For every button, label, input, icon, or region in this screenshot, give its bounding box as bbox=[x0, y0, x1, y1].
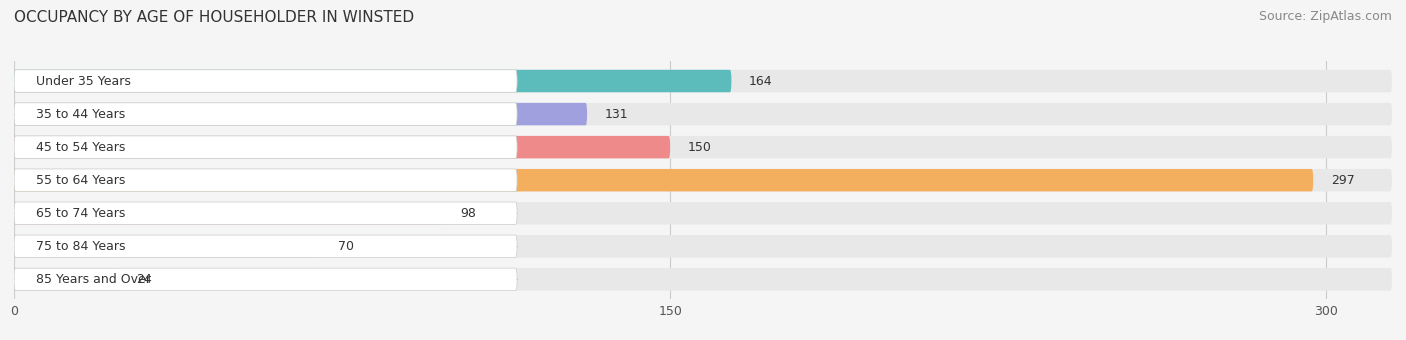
Text: 35 to 44 Years: 35 to 44 Years bbox=[37, 107, 125, 121]
Text: 164: 164 bbox=[749, 74, 772, 87]
Text: 98: 98 bbox=[460, 207, 477, 220]
FancyBboxPatch shape bbox=[14, 268, 120, 291]
FancyBboxPatch shape bbox=[14, 202, 517, 224]
Text: 75 to 84 Years: 75 to 84 Years bbox=[37, 240, 125, 253]
FancyBboxPatch shape bbox=[14, 202, 443, 224]
Text: Under 35 Years: Under 35 Years bbox=[37, 74, 131, 87]
Text: Source: ZipAtlas.com: Source: ZipAtlas.com bbox=[1258, 10, 1392, 23]
Text: 131: 131 bbox=[605, 107, 628, 121]
FancyBboxPatch shape bbox=[14, 103, 1392, 125]
FancyBboxPatch shape bbox=[14, 202, 1392, 224]
FancyBboxPatch shape bbox=[14, 70, 1392, 92]
FancyBboxPatch shape bbox=[14, 235, 1392, 258]
FancyBboxPatch shape bbox=[14, 268, 517, 291]
FancyBboxPatch shape bbox=[14, 169, 1313, 191]
FancyBboxPatch shape bbox=[14, 136, 671, 158]
FancyBboxPatch shape bbox=[14, 169, 517, 191]
FancyBboxPatch shape bbox=[14, 235, 321, 258]
Text: 85 Years and Over: 85 Years and Over bbox=[37, 273, 150, 286]
FancyBboxPatch shape bbox=[14, 103, 588, 125]
Text: 65 to 74 Years: 65 to 74 Years bbox=[37, 207, 125, 220]
FancyBboxPatch shape bbox=[14, 169, 1392, 191]
Text: 150: 150 bbox=[688, 141, 711, 154]
FancyBboxPatch shape bbox=[14, 136, 1392, 158]
Text: 24: 24 bbox=[136, 273, 152, 286]
FancyBboxPatch shape bbox=[14, 268, 1392, 291]
FancyBboxPatch shape bbox=[14, 235, 517, 258]
Text: 297: 297 bbox=[1330, 174, 1354, 187]
Text: 45 to 54 Years: 45 to 54 Years bbox=[37, 141, 125, 154]
Text: OCCUPANCY BY AGE OF HOUSEHOLDER IN WINSTED: OCCUPANCY BY AGE OF HOUSEHOLDER IN WINST… bbox=[14, 10, 415, 25]
FancyBboxPatch shape bbox=[14, 103, 517, 125]
FancyBboxPatch shape bbox=[14, 70, 731, 92]
Text: 70: 70 bbox=[337, 240, 354, 253]
Text: 55 to 64 Years: 55 to 64 Years bbox=[37, 174, 125, 187]
FancyBboxPatch shape bbox=[14, 136, 517, 158]
FancyBboxPatch shape bbox=[14, 70, 517, 92]
